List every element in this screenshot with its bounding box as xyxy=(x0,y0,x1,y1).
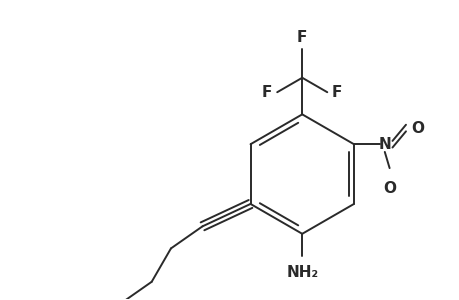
Text: F: F xyxy=(297,30,307,45)
Text: N: N xyxy=(378,137,390,152)
Text: O: O xyxy=(382,181,395,196)
Text: NH₂: NH₂ xyxy=(285,265,318,280)
Text: F: F xyxy=(262,85,272,100)
Text: O: O xyxy=(410,121,423,136)
Text: F: F xyxy=(331,85,341,100)
